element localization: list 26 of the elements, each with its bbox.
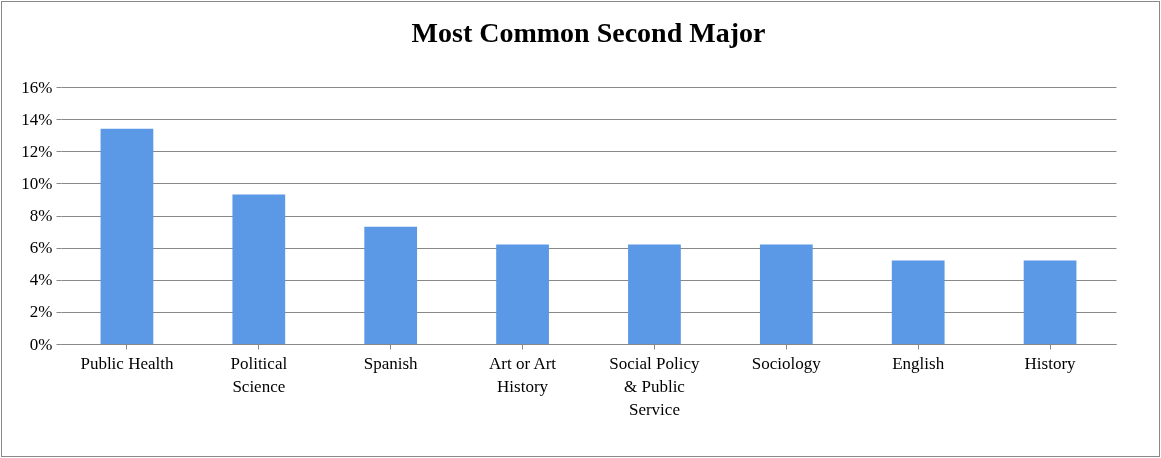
y-tick-label: 16% (21, 77, 53, 97)
x-tick-label: History (1024, 353, 1077, 373)
y-tick-label: 10% (21, 173, 53, 193)
x-tick-label: Social Policy & Public Service (609, 353, 701, 419)
bar (364, 226, 418, 344)
bar (1023, 260, 1077, 344)
y-tick-label: 12% (21, 141, 53, 161)
y-tick-label: 2% (29, 302, 53, 322)
bar (100, 128, 154, 344)
bar (759, 244, 813, 344)
x-tick-label: Art or Art History (489, 353, 557, 396)
x-tick-label: Public Health (80, 353, 174, 373)
bar (628, 244, 681, 344)
y-tick-label: 14% (21, 109, 53, 129)
y-tick-label: 6% (29, 238, 53, 258)
x-tick-label: English (892, 353, 945, 373)
bar (496, 244, 549, 344)
y-tick-label: 0% (29, 334, 53, 354)
bar (891, 260, 945, 344)
y-tick-label: 4% (29, 270, 53, 290)
chart-title: Most Common Second Major (411, 17, 766, 48)
bar (232, 194, 286, 344)
x-tick-label: Political Science (230, 353, 288, 396)
y-tick-label: 8% (29, 206, 53, 225)
x-tick-label: Spanish (363, 353, 419, 373)
x-tick-label: Sociology (751, 353, 822, 373)
